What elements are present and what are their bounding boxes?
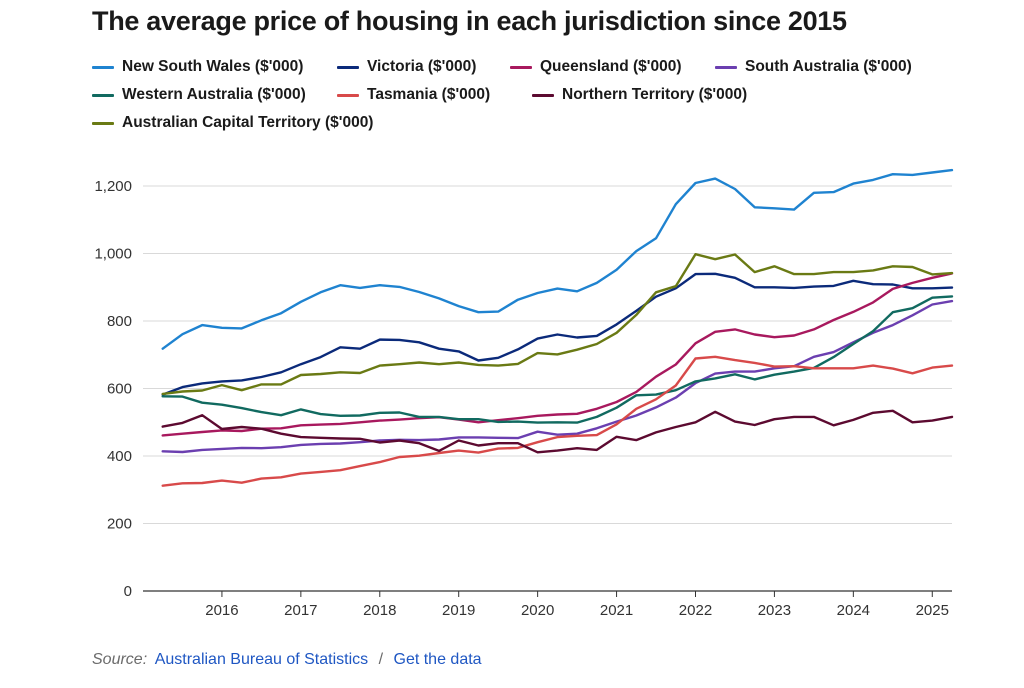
- series-line-2: [161, 272, 954, 437]
- legend-item: Western Australia ($'000): [92, 86, 306, 104]
- get-the-data-link[interactable]: Get the data: [393, 651, 482, 668]
- y-tick-label: 600: [107, 381, 132, 398]
- x-tick-label: 2020: [521, 602, 554, 619]
- x-tick-label: 2025: [916, 602, 949, 619]
- series-line-5: [161, 355, 954, 487]
- source-line: Source: Australian Bureau of Statistics …: [92, 651, 482, 669]
- y-tick-label: 800: [107, 313, 132, 330]
- legend-label: Western Australia ($'000): [122, 86, 306, 103]
- series-line-7: [161, 253, 954, 396]
- chart-svg: 0 200 400 600 800 1,000 1,200 2016 2017 2018 2019…: [94, 168, 954, 619]
- series-line-1: [161, 272, 954, 396]
- legend-label: Northern Territory ($'000): [562, 86, 748, 103]
- source-link[interactable]: Australian Bureau of Statistics: [154, 651, 369, 668]
- legend-item: Queensland ($'000): [510, 58, 682, 76]
- legend-label: Queensland ($'000): [540, 58, 682, 75]
- y-tick-label: 1,000: [94, 246, 132, 263]
- source-label: Source:: [92, 651, 148, 668]
- legend-swatch: [337, 65, 359, 69]
- x-tick-label: 2021: [600, 602, 633, 619]
- legend-label: Australian Capital Territory ($'000): [122, 114, 374, 131]
- series-line-0: [161, 168, 954, 350]
- legend-item: New South Wales ($'000): [92, 58, 303, 76]
- legend-swatch: [92, 93, 114, 97]
- x-tick-label: 2019: [442, 602, 475, 619]
- series-line-3: [161, 299, 954, 454]
- x-tick-label: 2023: [758, 602, 791, 619]
- series-line-6: [161, 409, 954, 454]
- x-tick-label: 2017: [284, 602, 317, 619]
- x-tick-label: 2018: [363, 602, 396, 619]
- legend-swatch: [715, 65, 737, 69]
- legend-item: Victoria ($'000): [337, 58, 476, 76]
- y-tick-label: 400: [107, 448, 132, 465]
- series-lines: [161, 168, 954, 487]
- gridlines: [143, 185, 952, 592]
- y-tick-label: 0: [124, 583, 132, 600]
- x-axis: 2016 2017 2018 2019 2020 2021 2022 2023 2024 2025: [205, 591, 949, 619]
- legend-swatch: [92, 65, 114, 69]
- legend-swatch: [510, 65, 532, 69]
- y-tick-label: 200: [107, 516, 132, 533]
- legend-item: Australian Capital Territory ($'000): [92, 114, 373, 132]
- legend-label: Tasmania ($'000): [367, 86, 491, 103]
- series-line-4: [161, 295, 954, 424]
- source-separator: /: [378, 651, 384, 668]
- x-tick-label: 2024: [837, 602, 870, 619]
- legend-swatch: [337, 93, 359, 97]
- legend-item: Northern Territory ($'000): [532, 86, 747, 104]
- x-tick-label: 2022: [679, 602, 712, 619]
- legend-item: Tasmania ($'000): [337, 86, 490, 104]
- legend-swatch: [532, 93, 554, 97]
- y-axis: 0 200 400 600 800 1,000 1,200: [94, 178, 132, 600]
- legend-label: New South Wales ($'000): [122, 58, 304, 75]
- y-tick-label: 1,200: [94, 178, 132, 195]
- x-tick-label: 2016: [205, 602, 238, 619]
- legend-swatch: [92, 121, 114, 125]
- legend-label: South Australia ($'000): [745, 58, 912, 75]
- legend-item: South Australia ($'000): [715, 58, 912, 76]
- chart-title: The average price of housing in each jur…: [92, 6, 847, 36]
- legend-label: Victoria ($'000): [367, 58, 477, 75]
